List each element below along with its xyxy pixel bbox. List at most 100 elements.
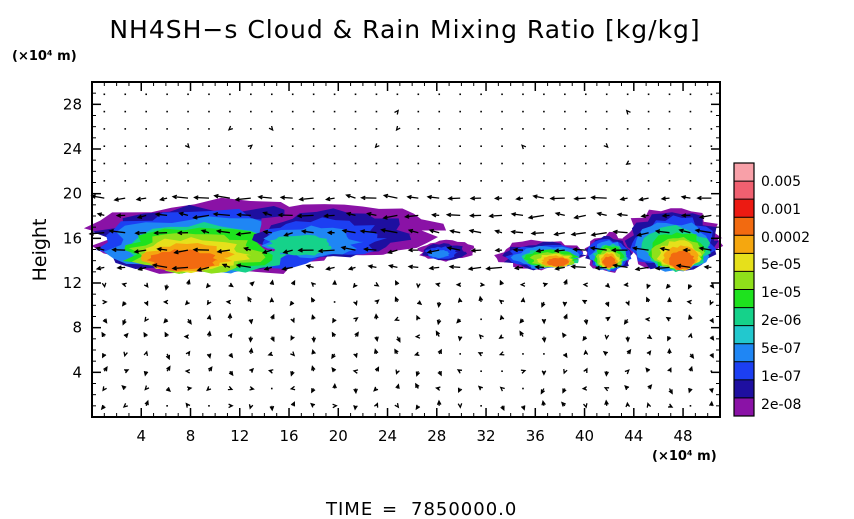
wind-vector — [624, 385, 630, 391]
wind-vector — [602, 350, 609, 356]
wind-vector — [396, 162, 399, 165]
wind-vector — [626, 180, 629, 182]
wind-vector — [417, 145, 420, 148]
wind-vector — [501, 145, 503, 148]
wind-vector — [480, 162, 482, 165]
wind-vector — [570, 231, 586, 237]
wind-vector — [151, 263, 168, 269]
colorbar-segment — [734, 397, 754, 417]
wind-vector — [325, 196, 335, 202]
wind-vector — [564, 162, 566, 165]
wind-vector — [428, 265, 440, 271]
wind-vector — [394, 348, 399, 355]
wind-vector — [616, 212, 628, 218]
wind-vector — [326, 230, 335, 236]
wind-vector — [604, 399, 609, 406]
colorbar: 0.005 0.001 0.0002 5e-05 1e-05 2e-06 5e-07 1e-0… — [733, 162, 810, 417]
colorbar-segment — [734, 289, 754, 309]
wind-vector — [605, 93, 608, 96]
wind-vector — [144, 385, 150, 391]
wind-vector — [247, 296, 252, 303]
wind-vector — [363, 246, 377, 252]
wind-vector — [262, 229, 272, 235]
wind-vector — [478, 334, 484, 340]
wind-vector — [234, 197, 251, 202]
wind-vector — [373, 386, 379, 392]
wind-vector — [208, 110, 210, 113]
wind-vector — [581, 386, 588, 391]
wind-vector — [543, 110, 545, 113]
colorbar-segment — [734, 199, 754, 218]
wind-vector — [499, 279, 504, 286]
colorbar-label: 0.005 — [761, 174, 801, 190]
wind-vector — [554, 266, 565, 271]
wind-vector — [682, 247, 691, 253]
wind-vector — [100, 404, 106, 411]
wind-vector — [689, 110, 692, 113]
wind-vector — [332, 403, 338, 409]
wind-vector — [137, 266, 147, 271]
wind-vector — [436, 301, 442, 309]
wind-vector — [562, 352, 568, 359]
wind-vector — [689, 162, 692, 165]
wind-vector — [108, 228, 126, 234]
wind-vector — [499, 314, 505, 321]
wind-vector — [243, 246, 251, 252]
wind-vector — [143, 300, 149, 307]
wind-vector — [165, 387, 172, 392]
wind-vector — [353, 300, 358, 306]
wind-vector — [394, 402, 400, 409]
wind-vector — [166, 180, 168, 182]
wind-vector — [493, 195, 503, 201]
wind-vector — [667, 296, 672, 303]
wind-vector — [457, 403, 463, 409]
wind-vector — [689, 128, 692, 130]
wind-vector — [417, 128, 420, 130]
wind-vector — [289, 300, 295, 307]
wind-vector — [584, 145, 587, 148]
wind-vector — [541, 400, 546, 406]
wind-vector — [144, 316, 149, 323]
wind-vector — [354, 331, 359, 337]
wind-vector — [317, 248, 335, 254]
wind-vector — [184, 368, 191, 374]
wind-vector — [311, 314, 316, 320]
wind-vector — [164, 331, 169, 338]
wind-vector — [438, 162, 441, 165]
wind-vector — [225, 299, 232, 305]
x-axis-ticks: 4 8 12 16 20 24 28 32 36 40 44 48 — [103, 82, 709, 445]
wind-vector — [311, 336, 317, 344]
wind-vector — [134, 230, 147, 236]
wind-vector — [229, 93, 231, 96]
wind-vector — [102, 299, 108, 305]
wind-vector — [478, 295, 484, 303]
wind-vector — [208, 128, 210, 130]
wind-vector — [103, 366, 108, 372]
wind-vector — [166, 128, 168, 130]
wind-vector — [520, 369, 527, 374]
wind-vector — [373, 402, 379, 408]
wind-vector — [438, 110, 441, 113]
wind-vector — [270, 180, 273, 182]
wind-vector — [438, 128, 441, 130]
colorbar-segment — [734, 253, 754, 272]
cloud-layer — [83, 197, 724, 274]
wind-vector — [193, 195, 210, 200]
wind-vector — [187, 318, 192, 325]
wind-vector — [680, 213, 691, 218]
wind-vector — [184, 143, 190, 149]
wind-vector — [435, 330, 441, 337]
wind-vector — [626, 128, 629, 130]
wind-vector — [124, 110, 127, 113]
x-tick-label: 32 — [476, 427, 495, 445]
wind-vector — [584, 128, 587, 130]
wind-vector — [103, 128, 106, 130]
wind-vector — [229, 162, 231, 165]
wind-vector — [510, 229, 524, 235]
wind-vector — [103, 162, 106, 165]
wind-vector — [176, 230, 189, 236]
wind-vector — [498, 299, 505, 305]
wind-vector — [144, 399, 149, 407]
wind-vector — [352, 369, 359, 374]
wind-vector — [710, 145, 713, 148]
